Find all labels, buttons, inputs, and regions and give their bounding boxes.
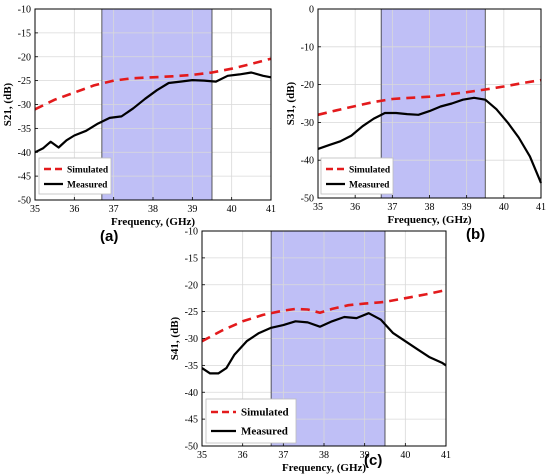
legend-label-simulated: Simulated — [241, 407, 289, 419]
y-tick-label: -45 — [18, 172, 31, 183]
y-tick-label: -25 — [18, 76, 31, 87]
x-tick-label: 38 — [425, 202, 435, 213]
x-tick-label: 41 — [266, 204, 276, 215]
x-tick-label: 40 — [227, 204, 237, 215]
legend: Simulated Measured — [320, 157, 394, 195]
y-tick-label: -45 — [185, 415, 198, 426]
y-tick-label: -10 — [185, 227, 198, 238]
series-line-simulated — [34, 57, 272, 111]
x-tick-label: 37 — [278, 450, 288, 461]
legend-label-measured: Measured — [67, 181, 108, 191]
y-tick-label: -35 — [185, 361, 198, 372]
highlight-band — [381, 9, 486, 198]
legend-label-measured: Measured — [241, 426, 288, 438]
y-tick-label: -10 — [301, 42, 314, 53]
y-tick-label: 0 — [309, 5, 314, 16]
series-line-simulated — [317, 78, 542, 117]
y-tick-label: -40 — [185, 388, 198, 399]
y-axis-label: S41, (dB) — [169, 316, 181, 360]
panel-label-c: (c) — [364, 452, 383, 469]
x-tick-label: 39 — [462, 202, 472, 213]
x-axis-label: Frequency, (GHz) — [282, 462, 366, 474]
series-line-simulated — [201, 288, 447, 343]
x-tick-label: 36 — [238, 450, 248, 461]
x-tick-label: 39 — [360, 450, 370, 461]
legend-box — [320, 157, 394, 195]
y-tick-label: -40 — [301, 156, 314, 167]
x-axis-label: Frequency, (GHz) — [387, 214, 471, 226]
x-tick-label: 37 — [109, 204, 119, 215]
x-tick-label: 37 — [387, 202, 397, 213]
x-tick-label: 40 — [400, 450, 410, 461]
legend-label-simulated: Simulated — [67, 166, 109, 176]
y-tick-label: -10 — [18, 5, 31, 16]
y-tick-label: -30 — [185, 334, 198, 345]
y-tick-label: -50 — [301, 194, 314, 205]
legend: Simulated Measured — [38, 157, 112, 195]
legend: Simulated Measured — [205, 398, 297, 444]
y-tick-label: -30 — [18, 100, 31, 111]
x-tick-label: 39 — [187, 204, 197, 215]
x-tick-label: 41 — [441, 450, 451, 461]
x-tick-label: 36 — [69, 204, 79, 215]
y-tick-label: -15 — [185, 253, 198, 264]
y-tick-label: -50 — [185, 442, 198, 453]
panel-label-b: (b) — [466, 226, 486, 243]
x-tick-label: 38 — [148, 204, 158, 215]
legend-label-measured: Measured — [349, 181, 390, 191]
y-axis-label: S21, (dB) — [2, 82, 14, 126]
y-tick-label: -35 — [18, 124, 31, 135]
legend-label-simulated: Simulated — [349, 166, 391, 176]
x-tick-label: 38 — [319, 450, 329, 461]
x-axis-label: Frequency, (GHz) — [111, 216, 195, 228]
legend-box — [38, 157, 112, 195]
y-tick-label: -20 — [185, 280, 198, 291]
panel-label-a: (a) — [100, 228, 119, 245]
y-tick-label: -50 — [18, 196, 31, 207]
x-tick-label: 35 — [30, 204, 40, 215]
chart-c: 35 36 37 38 39 40 41 -10 -15 -20 -25 -30 -35 -40 -45 -5… — [169, 227, 451, 475]
y-tick-label: -15 — [18, 28, 31, 39]
y-tick-label: -25 — [185, 307, 198, 318]
series-line-measured — [201, 312, 447, 375]
chart-a: 35 36 37 38 39 40 41 -10 -15 -20 -25 -30 -35 -40 -45 -5… — [2, 5, 276, 229]
y-tick-label: -20 — [18, 52, 31, 63]
x-tick-label: 35 — [313, 202, 323, 213]
x-tick-label: 41 — [536, 202, 546, 213]
series-line-measured — [317, 96, 543, 184]
y-axis-label: S31, (dB) — [285, 81, 297, 125]
series-line-measured — [34, 71, 272, 154]
y-tick-label: -20 — [301, 80, 314, 91]
x-tick-label: 35 — [197, 450, 207, 461]
x-tick-label: 40 — [499, 202, 509, 213]
chart-b: 35 36 37 38 39 40 41 0 -10 -20 -30 -40 -50 Frequency,… — [285, 5, 546, 227]
y-tick-label: -40 — [18, 148, 31, 159]
x-tick-label: 36 — [350, 202, 360, 213]
y-tick-label: -30 — [301, 118, 314, 129]
legend-box — [205, 398, 297, 444]
